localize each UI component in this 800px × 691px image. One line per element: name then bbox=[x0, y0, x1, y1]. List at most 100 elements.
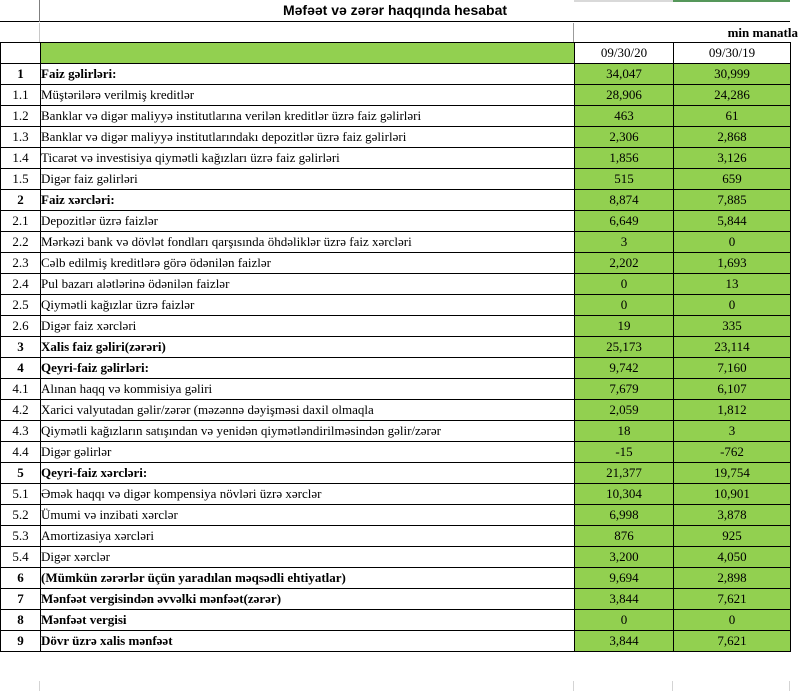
row-label-cell[interactable]: Mənfəət vergisi bbox=[40, 609, 575, 631]
row-label-cell[interactable]: Digər faiz gəlirləri bbox=[40, 168, 575, 190]
value-cell-2020[interactable]: 10,304 bbox=[574, 483, 674, 505]
row-label-cell[interactable]: Digər gəlirlər bbox=[40, 441, 575, 463]
row-label-cell[interactable]: Əmək haqqı və digər kompensiya növləri ü… bbox=[40, 483, 575, 505]
value-cell-2019[interactable]: 3 bbox=[673, 420, 791, 442]
row-number-cell[interactable]: 4.4 bbox=[0, 441, 41, 463]
value-cell-2020[interactable]: 9,742 bbox=[574, 357, 674, 379]
value-cell-2019[interactable]: 335 bbox=[673, 315, 791, 337]
row-number-cell[interactable]: 4.3 bbox=[0, 420, 41, 442]
value-cell-2020[interactable]: 515 bbox=[574, 168, 674, 190]
row-label-cell[interactable]: Xalis faiz gəliri(zərəri) bbox=[40, 336, 575, 358]
row-number-cell[interactable]: 7 bbox=[0, 588, 41, 610]
value-cell-2019[interactable]: 23,114 bbox=[673, 336, 791, 358]
row-number-cell[interactable]: 5 bbox=[0, 462, 41, 484]
value-cell-2020[interactable]: 6,998 bbox=[574, 504, 674, 526]
value-cell-2019[interactable]: 1,693 bbox=[673, 252, 791, 274]
value-cell-2020[interactable]: 19 bbox=[574, 315, 674, 337]
header-date-2020[interactable]: 09/30/20 bbox=[574, 42, 674, 64]
value-cell-2020[interactable]: 34,047 bbox=[574, 63, 674, 85]
value-cell-2020[interactable]: -15 bbox=[574, 441, 674, 463]
value-cell-2020[interactable]: 3,200 bbox=[574, 546, 674, 568]
row-label-cell[interactable]: Pul bazarı alətlərinə ödənilən faizlər bbox=[40, 273, 575, 295]
value-cell-2020[interactable]: 3 bbox=[574, 231, 674, 253]
value-cell-2019[interactable]: 61 bbox=[673, 105, 791, 127]
value-cell-2020[interactable]: 463 bbox=[574, 105, 674, 127]
value-cell-2020[interactable]: 2,306 bbox=[574, 126, 674, 148]
row-label-cell[interactable]: Banklar və digər maliyyə institutlarında… bbox=[40, 126, 575, 148]
row-label-cell[interactable]: Amortizasiya xərcləri bbox=[40, 525, 575, 547]
value-cell-2019[interactable]: 0 bbox=[673, 231, 791, 253]
row-number-cell[interactable]: 2.4 bbox=[0, 273, 41, 295]
value-cell-2020[interactable]: 0 bbox=[574, 609, 674, 631]
value-cell-2019[interactable]: 7,621 bbox=[673, 630, 791, 652]
value-cell-2020[interactable]: 25,173 bbox=[574, 336, 674, 358]
row-label-cell[interactable]: Dövr üzrə xalis mənfəət bbox=[40, 630, 575, 652]
row-number-cell[interactable]: 1 bbox=[0, 63, 41, 85]
value-cell-2019[interactable]: 7,621 bbox=[673, 588, 791, 610]
value-cell-2020[interactable]: 3,844 bbox=[574, 630, 674, 652]
row-number-cell[interactable]: 2.5 bbox=[0, 294, 41, 316]
value-cell-2020[interactable]: 7,679 bbox=[574, 378, 674, 400]
header-corner-cell[interactable] bbox=[0, 42, 41, 64]
value-cell-2020[interactable]: 876 bbox=[574, 525, 674, 547]
row-number-cell[interactable]: 4.2 bbox=[0, 399, 41, 421]
row-label-cell[interactable]: Qeyri-faiz xərcləri: bbox=[40, 462, 575, 484]
row-number-cell[interactable]: 4 bbox=[0, 357, 41, 379]
row-label-cell[interactable]: Ümumi və inzibati xərclər bbox=[40, 504, 575, 526]
value-cell-2019[interactable]: 5,844 bbox=[673, 210, 791, 232]
value-cell-2020[interactable]: 3,844 bbox=[574, 588, 674, 610]
row-label-cell[interactable]: Xarici valyutadan gəlir/zərər (məzənnə d… bbox=[40, 399, 575, 421]
row-label-cell[interactable]: Cəlb edilmiş kreditlərə görə ödənilən fa… bbox=[40, 252, 575, 274]
row-number-cell[interactable]: 2 bbox=[0, 189, 41, 211]
header-description-cell[interactable] bbox=[40, 42, 575, 64]
value-cell-2020[interactable]: 9,694 bbox=[574, 567, 674, 589]
row-number-cell[interactable]: 8 bbox=[0, 609, 41, 631]
value-cell-2019[interactable]: 2,868 bbox=[673, 126, 791, 148]
row-number-cell[interactable]: 2.2 bbox=[0, 231, 41, 253]
value-cell-2020[interactable]: 0 bbox=[574, 273, 674, 295]
value-cell-2019[interactable]: 3,878 bbox=[673, 504, 791, 526]
value-cell-2019[interactable]: 1,812 bbox=[673, 399, 791, 421]
value-cell-2019[interactable]: 19,754 bbox=[673, 462, 791, 484]
row-number-cell[interactable]: 5.2 bbox=[0, 504, 41, 526]
row-number-cell[interactable]: 3 bbox=[0, 336, 41, 358]
row-number-cell[interactable]: 1.2 bbox=[0, 105, 41, 127]
value-cell-2019[interactable]: 7,160 bbox=[673, 357, 791, 379]
value-cell-2019[interactable]: 7,885 bbox=[673, 189, 791, 211]
value-cell-2019[interactable]: 6,107 bbox=[673, 378, 791, 400]
row-number-cell[interactable]: 5.3 bbox=[0, 525, 41, 547]
row-label-cell[interactable]: Faiz gəlirləri: bbox=[40, 63, 575, 85]
row-number-cell[interactable]: 1.3 bbox=[0, 126, 41, 148]
row-label-cell[interactable]: Faiz xərcləri: bbox=[40, 189, 575, 211]
header-date-2019[interactable]: 09/30/19 bbox=[673, 42, 791, 64]
value-cell-2020[interactable]: 18 bbox=[574, 420, 674, 442]
row-label-cell[interactable]: Mənfəət vergisindən əvvəlki mənfəət(zərə… bbox=[40, 588, 575, 610]
value-cell-2019[interactable]: 30,999 bbox=[673, 63, 791, 85]
row-number-cell[interactable]: 5.4 bbox=[0, 546, 41, 568]
empty-cell[interactable] bbox=[0, 23, 40, 42]
value-cell-2019[interactable]: -762 bbox=[673, 441, 791, 463]
value-cell-2019[interactable]: 4,050 bbox=[673, 546, 791, 568]
value-cell-2020[interactable]: 6,649 bbox=[574, 210, 674, 232]
value-cell-2020[interactable]: 2,059 bbox=[574, 399, 674, 421]
row-label-cell[interactable]: Qiymətli kağızlar üzrə faizlər bbox=[40, 294, 575, 316]
row-number-cell[interactable]: 4.1 bbox=[0, 378, 41, 400]
value-cell-2019[interactable]: 13 bbox=[673, 273, 791, 295]
value-cell-2020[interactable]: 1,856 bbox=[574, 147, 674, 169]
row-label-cell[interactable]: Depozitlər üzrə faizlər bbox=[40, 210, 575, 232]
report-title[interactable]: Məfəət və zərər haqqında hesabat bbox=[282, 2, 508, 18]
row-number-cell[interactable]: 2.1 bbox=[0, 210, 41, 232]
row-label-cell[interactable]: Mərkəzi bank və dövlət fondları qarşısın… bbox=[40, 231, 575, 253]
value-cell-2019[interactable]: 3,126 bbox=[673, 147, 791, 169]
value-cell-2020[interactable]: 2,202 bbox=[574, 252, 674, 274]
row-number-cell[interactable]: 9 bbox=[0, 630, 41, 652]
empty-cell[interactable] bbox=[40, 23, 574, 42]
value-cell-2019[interactable]: 659 bbox=[673, 168, 791, 190]
row-label-cell[interactable]: (Mümkün zərərlər üçün yaradılan məqsədli… bbox=[40, 567, 575, 589]
row-label-cell[interactable]: Müştərilərə verilmiş kreditlər bbox=[40, 84, 575, 106]
unit-label[interactable]: min manatla bbox=[727, 25, 798, 40]
row-label-cell[interactable]: Ticarət və investisiya qiymətli kağızlar… bbox=[40, 147, 575, 169]
value-cell-2019[interactable]: 925 bbox=[673, 525, 791, 547]
value-cell-2019[interactable]: 0 bbox=[673, 294, 791, 316]
row-number-cell[interactable]: 2.6 bbox=[0, 315, 41, 337]
